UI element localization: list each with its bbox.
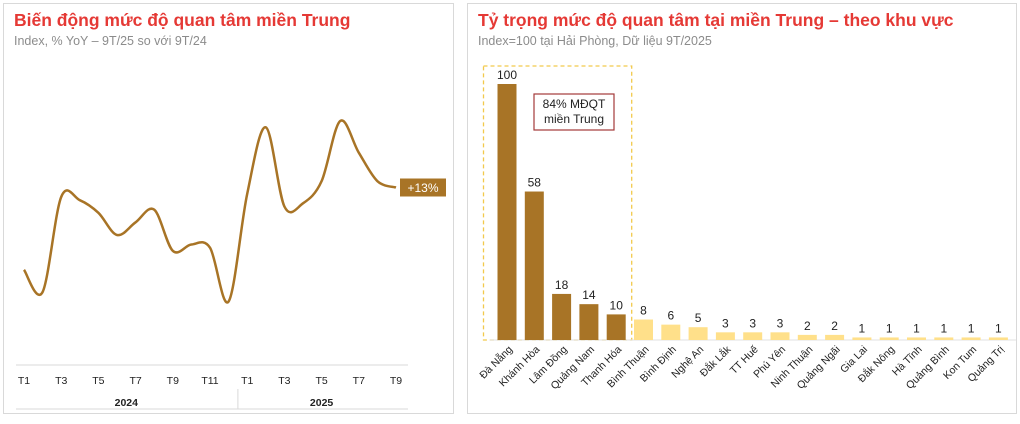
bar: [907, 337, 926, 340]
bar: [934, 337, 954, 340]
x-tick-label: T1: [241, 375, 253, 387]
year-label: 2024: [115, 397, 139, 409]
data-label: 1: [913, 321, 920, 335]
bar: [634, 319, 653, 340]
highlight-box: [482, 65, 633, 341]
category-label: Đắk Lắk: [697, 342, 734, 379]
data-label: 8: [640, 304, 647, 318]
data-label: 1: [940, 321, 947, 335]
data-label: 14: [582, 288, 596, 302]
data-label: 6: [667, 309, 674, 323]
bar: [879, 337, 899, 340]
x-tick-label: T5: [92, 375, 104, 387]
x-tick-label: T3: [278, 375, 290, 387]
bar-chart-title: Tỷ trọng mức độ quan tâm tại miền Trung …: [478, 10, 954, 30]
bar: [552, 293, 572, 340]
end-label-box: [400, 178, 446, 197]
line-chart-plot: +13% T1 T3 T5 T7 T9 T11 T1 T3 T5 T7 T9 2024 2025: [16, 119, 446, 410]
end-label: +13%: [407, 181, 438, 195]
year-label: 2025: [310, 397, 334, 409]
bar: [497, 84, 517, 340]
x-tick-label: T9: [390, 375, 402, 387]
x-tick-label: T3: [55, 375, 67, 387]
line-chart-subtitle: Index, % YoY – 9T/25 so với 9T/24: [14, 34, 207, 48]
bar-chart-panel: Tỷ trọng mức độ quan tâm tại miền Trung …: [467, 3, 1017, 414]
data-label: 100: [497, 68, 517, 82]
annotation-text: 84% MĐQT: [543, 97, 606, 111]
bar: [825, 334, 845, 340]
line-chart-title: Biến động mức độ quan tâm miền Trung: [14, 10, 351, 30]
bar-chart-subtitle: Index=100 tại Hải Phòng, Dữ liệu 9T/2025: [478, 34, 712, 48]
data-label: 1: [859, 321, 866, 335]
bar: [961, 337, 981, 340]
x-tick-label: T11: [201, 375, 218, 387]
line-chart-panel: Biến động mức độ quan tâm miền Trung Ind…: [3, 3, 454, 414]
data-label: 58: [528, 176, 542, 190]
data-label: 3: [777, 316, 784, 330]
series-line: [22, 119, 397, 304]
data-label: 2: [831, 319, 838, 333]
data-label: 5: [695, 311, 702, 325]
bar: [797, 334, 817, 340]
data-label: 3: [749, 316, 756, 330]
x-tick-label: T9: [167, 375, 179, 387]
x-tick-label: T7: [353, 375, 365, 387]
annotation-text: miền Trung: [544, 112, 604, 126]
annotation-box: [533, 93, 615, 131]
x-tick-label: T5: [315, 375, 327, 387]
data-label: 18: [555, 278, 569, 292]
x-tick-label: T7: [129, 375, 141, 387]
bar: [770, 332, 790, 340]
bar: [606, 314, 626, 340]
data-label: 1: [968, 321, 975, 335]
bar: [661, 324, 681, 340]
bar: [688, 327, 708, 340]
bar: [852, 337, 872, 340]
bar: [715, 332, 735, 340]
data-label: 2: [804, 319, 811, 333]
x-tick-label: T1: [18, 375, 30, 387]
bar: [988, 337, 1008, 340]
data-label: 1: [886, 321, 893, 335]
data-label: 10: [610, 298, 624, 312]
data-label: 1: [995, 321, 1002, 335]
bar: [743, 332, 763, 340]
data-label: 3: [722, 316, 729, 330]
bar: [524, 191, 544, 340]
bar: [579, 304, 599, 340]
